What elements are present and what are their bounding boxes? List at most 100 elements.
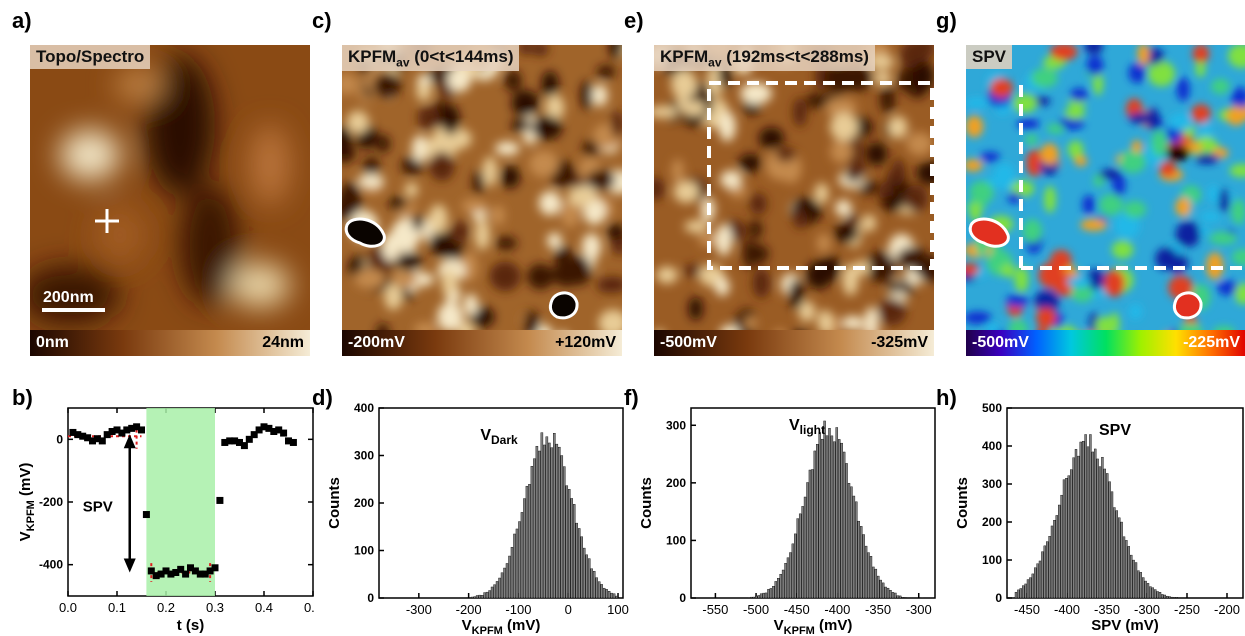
data-point xyxy=(152,572,160,580)
histogram-bar xyxy=(515,528,519,599)
kpfm-light-image: KPFMav (192ms<t<288ms) xyxy=(654,45,934,345)
histogram-bar xyxy=(1129,554,1133,599)
histogram-bar xyxy=(1161,594,1164,599)
colorbar-c-max: +120mV xyxy=(555,334,616,351)
histogram-bar xyxy=(1098,466,1102,599)
x-tick-label: 0 xyxy=(565,602,572,617)
data-point xyxy=(162,567,170,575)
panel-label-f: f) xyxy=(624,385,639,410)
histogram-bar xyxy=(550,447,554,599)
histogram-bar xyxy=(1024,583,1027,599)
histogram-bar xyxy=(774,581,778,599)
light-histogram-series-label: Vlight xyxy=(789,417,825,437)
histogram-bar xyxy=(1072,457,1075,599)
histogram-bar xyxy=(560,455,564,599)
time-trace-chart: 0.0 0.1 0.2 0.3 0.4 0.5 0 -200 -400 SPV t (s) VK… xyxy=(17,407,315,634)
data-point xyxy=(74,431,82,439)
histogram-bar xyxy=(1069,469,1073,599)
histogram-bar xyxy=(1074,449,1078,599)
histogram-bar xyxy=(563,466,566,599)
spv-histogram-chart: -450 -400 -350 -300 -250 -200 0 100 200 300 400 500… xyxy=(954,401,1244,634)
data-point xyxy=(226,437,234,445)
histogram-bar xyxy=(1137,570,1140,599)
histogram-bar xyxy=(867,552,870,599)
data-point xyxy=(177,565,185,573)
histogram-bar xyxy=(798,513,802,599)
histogram-bar xyxy=(1165,595,1169,599)
dark-histogram-chart: -300 -200 -100 0 100 0 100 200 300 400 VDark VKPF… xyxy=(326,401,629,636)
data-point xyxy=(285,437,292,445)
histogram-bar xyxy=(894,592,897,599)
data-point xyxy=(255,426,263,434)
data-point xyxy=(206,567,214,575)
x-tick-label: -400 xyxy=(1054,602,1080,617)
histogram-bar xyxy=(1127,546,1131,599)
histogram-bar xyxy=(1079,441,1083,599)
histogram-bar xyxy=(1062,479,1066,599)
histogram-bar xyxy=(1060,494,1063,599)
x-tick-label: 100 xyxy=(607,602,629,617)
spv-annotation: SPV xyxy=(83,498,113,515)
histogram-bar xyxy=(816,444,819,599)
data-point xyxy=(84,434,92,442)
histogram-bar xyxy=(825,435,829,599)
x-tick-label: -200 xyxy=(1214,602,1240,617)
spv-arrow-head-top xyxy=(123,434,136,449)
histogram-bar xyxy=(545,436,549,599)
histogram-bar xyxy=(1057,504,1061,599)
data-point xyxy=(93,435,101,443)
panel-label-a: a) xyxy=(12,8,32,33)
histogram-bar xyxy=(607,591,611,599)
y-tick-label: -400 xyxy=(39,558,63,572)
histogram-bar xyxy=(842,451,846,599)
histogram-bar xyxy=(580,536,583,599)
x-tick-label: 0.5 xyxy=(304,600,315,615)
panel-g-title: SPV xyxy=(966,45,1013,69)
histogram-bar xyxy=(899,595,902,599)
histogram-bar xyxy=(852,495,856,599)
panel-label-b: b) xyxy=(12,385,33,410)
histogram-bar xyxy=(1105,473,1109,599)
histogram-bar xyxy=(500,572,504,599)
y-tick-label: 200 xyxy=(666,476,686,490)
data-point xyxy=(211,564,219,572)
histogram-bar xyxy=(1031,573,1035,599)
histogram-bar xyxy=(1086,446,1090,599)
y-tick-label: 100 xyxy=(982,553,1002,567)
histogram-bar xyxy=(1019,588,1023,599)
histogram-bar xyxy=(602,587,606,599)
histogram-bar xyxy=(508,555,511,599)
spv-arrow-head-bottom xyxy=(123,558,136,573)
histogram-bar xyxy=(786,557,790,599)
y-tick-label: 0 xyxy=(679,591,686,605)
colorbar-a: 0nm 24nm xyxy=(30,330,310,356)
dark-histogram-xlabel: VKPFM (mV) xyxy=(462,617,541,636)
histogram-bar xyxy=(1041,551,1044,599)
data-point xyxy=(147,567,155,575)
histogram-bar xyxy=(1050,525,1054,599)
data-point xyxy=(275,426,283,434)
panel-label-c: c) xyxy=(312,8,332,33)
light-histogram-chart: -550 -500 -450 -400 -350 -300 0 100 200 300 Vligh… xyxy=(638,407,936,636)
time-trace-ylabel: VKPFM (mV) xyxy=(17,463,37,542)
kpfm-dark-map xyxy=(342,45,622,345)
histogram-bar xyxy=(859,526,863,599)
histogram-bar xyxy=(1036,563,1039,599)
colorbar-e-max: -325mV xyxy=(871,334,928,351)
histogram-bar xyxy=(845,463,848,599)
histogram-bar xyxy=(530,466,534,599)
histogram-bar xyxy=(762,592,765,599)
histogram-bar xyxy=(473,596,476,599)
panel-label-e: e) xyxy=(624,8,644,33)
histogram-bar xyxy=(612,593,616,599)
data-point xyxy=(187,564,194,572)
histogram-bar xyxy=(811,469,814,599)
histogram-bar xyxy=(1146,583,1150,599)
data-point xyxy=(118,429,126,437)
histogram-bar xyxy=(1081,440,1085,599)
histogram-bar xyxy=(1141,577,1145,599)
x-tick-label: 0.4 xyxy=(255,600,273,615)
scale-bar-label: 200nm xyxy=(43,289,94,306)
histogram-bar xyxy=(1065,478,1068,599)
histogram-bar xyxy=(838,439,841,599)
